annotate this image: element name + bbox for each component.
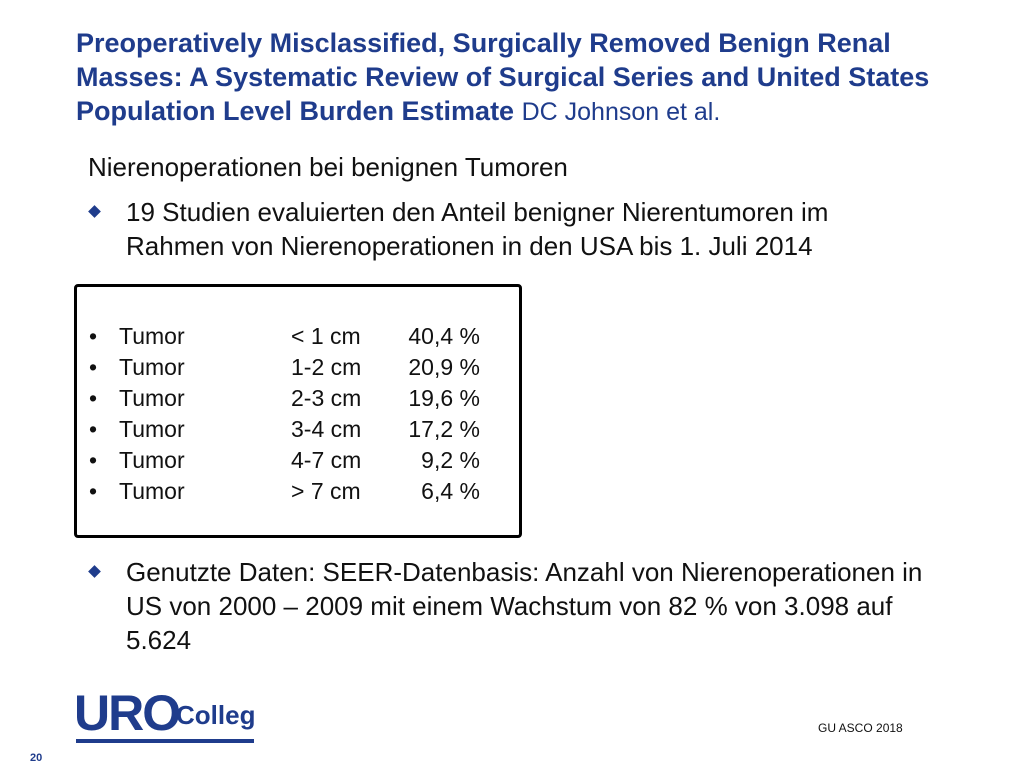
table-cell: > 7 cm xyxy=(291,478,361,504)
row-bullet: • xyxy=(89,447,98,473)
row-bullet: • xyxy=(89,416,98,442)
footer-source: GU ASCO 2018 xyxy=(818,721,903,735)
row-bullet: • xyxy=(89,323,98,349)
table-cell: 3-4 cm xyxy=(291,416,362,442)
table-row: • Tumor > 7 cm 6,4 % xyxy=(77,478,525,509)
table-cell: 17,2 % xyxy=(408,416,480,442)
table-cell: Tumor xyxy=(119,354,185,380)
logo-main: URO xyxy=(74,685,181,741)
table-row: • Tumor < 1 cm 40,4 % xyxy=(77,323,525,354)
row-bullet: • xyxy=(89,354,98,380)
logo-bar xyxy=(76,739,254,743)
table-cell: Tumor xyxy=(119,447,185,473)
table-cell: Tumor xyxy=(119,478,185,504)
table-cell: 19,6 % xyxy=(408,385,480,411)
title-block: Preoperatively Misclassified, Surgically… xyxy=(76,26,976,129)
tumor-table: • Tumor < 1 cm 40,4 % • Tumor 1-2 cm 20,9 % • Tum… xyxy=(74,284,522,538)
table-row: • Tumor 3-4 cm 17,2 % xyxy=(77,416,525,447)
table-cell: 40,4 % xyxy=(408,323,480,349)
table-row: • Tumor 1-2 cm 20,9 % xyxy=(77,354,525,385)
table-row: • Tumor 4-7 cm 9,2 % xyxy=(77,447,525,478)
logo-sub: Colleg xyxy=(176,700,256,730)
table-cell: Tumor xyxy=(119,385,185,411)
table-cell: Tumor xyxy=(119,323,185,349)
row-bullet: • xyxy=(89,478,98,504)
bullet-item: 19 Studien evaluierten den Anteil benign… xyxy=(88,195,890,263)
table-cell: < 1 cm xyxy=(291,323,361,349)
table-cell: 20,9 % xyxy=(408,354,480,380)
bullet-icon xyxy=(88,205,101,218)
subtitle: Nierenoperationen bei benignen Tumoren xyxy=(88,152,568,182)
table-cell: 4-7 cm xyxy=(291,447,362,473)
page-number: 20 xyxy=(30,752,43,764)
table-row: • Tumor 2-3 cm 19,6 % xyxy=(77,385,525,416)
bullet-item: Genutzte Daten: SEER-Datenbasis: Anzahl … xyxy=(88,555,940,657)
bullet-icon xyxy=(88,565,101,578)
table-cell: 6,4 % xyxy=(421,478,480,504)
row-bullet: • xyxy=(89,385,98,411)
bullet-text: Genutzte Daten: SEER-Datenbasis: Anzahl … xyxy=(126,557,923,655)
table-cell: 9,2 % xyxy=(421,447,480,473)
table-cell: Tumor xyxy=(119,416,185,442)
table-cell: 1-2 cm xyxy=(291,354,362,380)
title: Preoperatively Misclassified, Surgically… xyxy=(76,28,930,126)
bullet-text: 19 Studien evaluierten den Anteil benign… xyxy=(126,197,829,261)
author: DC Johnson et al. xyxy=(521,98,721,126)
table-cell: 2-3 cm xyxy=(291,385,362,411)
